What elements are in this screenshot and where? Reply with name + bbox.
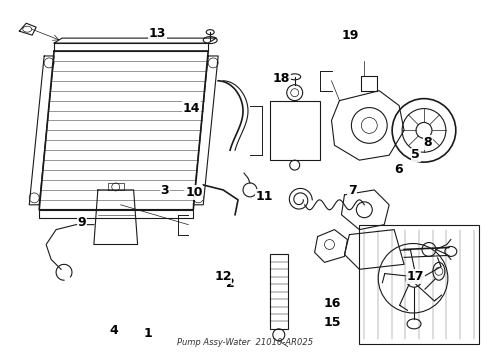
Text: 1: 1 [143, 327, 152, 340]
Text: 12: 12 [214, 270, 232, 283]
Text: 9: 9 [77, 216, 86, 229]
Bar [270, 255, 288, 329]
Text: 15: 15 [324, 316, 342, 329]
Text: Pump Assy-Water  21010-AR025: Pump Assy-Water 21010-AR025 [177, 338, 313, 347]
Text: 10: 10 [185, 186, 202, 199]
Text: 8: 8 [423, 136, 432, 149]
Bar [359, 225, 479, 344]
Text: 16: 16 [324, 297, 342, 310]
Text: 4: 4 [109, 324, 118, 337]
Text: 7: 7 [348, 184, 357, 197]
Text: 18: 18 [273, 72, 290, 85]
Bar [270, 100, 319, 160]
Text: 2: 2 [226, 277, 235, 290]
Text: 17: 17 [407, 270, 424, 283]
Text: 13: 13 [148, 27, 166, 40]
Text: 14: 14 [183, 102, 200, 115]
Text: 6: 6 [394, 163, 403, 176]
Text: 3: 3 [160, 184, 169, 197]
Text: 11: 11 [256, 190, 273, 203]
Text: 19: 19 [341, 29, 359, 42]
Text: 5: 5 [411, 148, 420, 162]
